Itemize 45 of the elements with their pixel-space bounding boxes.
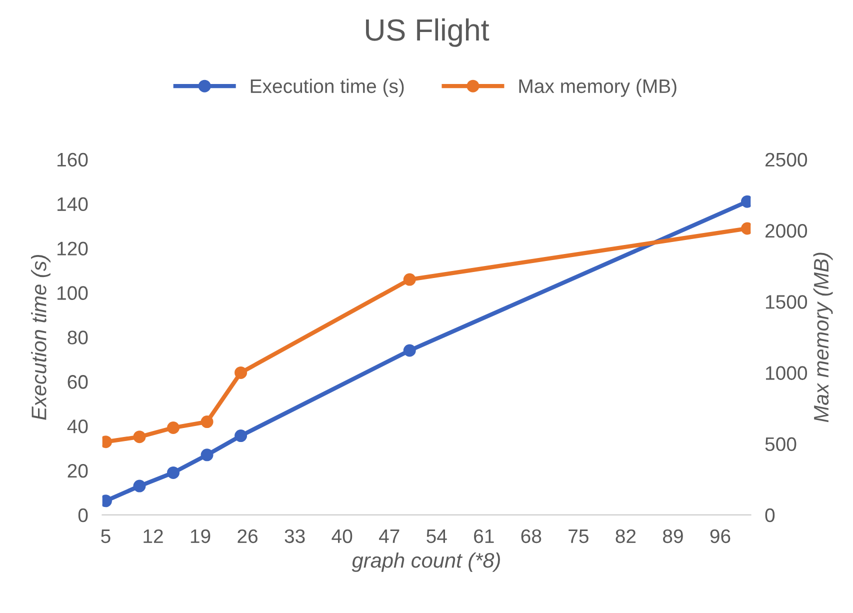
point [133, 480, 146, 492]
x-tick-label: 68 [521, 529, 542, 544]
legend-label: Max memory (MB) [519, 78, 676, 97]
x-tick-label: 96 [710, 529, 730, 544]
legend-label: Execution time (s) [250, 78, 404, 97]
y2-tick-label: 500 [765, 437, 796, 452]
point [234, 430, 248, 442]
point [167, 466, 180, 479]
y-tick-label: 0 [78, 508, 88, 522]
y-tick-label: 140 [58, 197, 88, 212]
y-axis-title: Execution time (s) [31, 255, 50, 420]
y2-axis-title: Max memory (MB) [813, 252, 833, 422]
x-tick-label: 61 [474, 529, 494, 544]
x-tick-label: 5 [101, 530, 110, 544]
x-axis-title: graph count (*8) [352, 552, 500, 572]
x-tick-label: 26 [238, 529, 258, 544]
y2-tick-label: 0 [765, 508, 775, 522]
y-tick-label: 40 [67, 420, 88, 434]
x-tick-label: 40 [332, 529, 352, 544]
point [167, 421, 180, 434]
point [403, 273, 416, 286]
y-tick-label: 160 [58, 152, 88, 167]
x-tick-label: 82 [616, 529, 636, 544]
y2-tick-label: 1000 [766, 366, 808, 380]
x-tick-label: 19 [190, 529, 210, 544]
point [133, 430, 146, 444]
x-tick-label: 89 [663, 529, 683, 544]
point [234, 366, 248, 379]
y-tick-label: 100 [58, 286, 88, 300]
x-tick-label: 47 [378, 530, 400, 543]
x-tick-label: 12 [144, 529, 163, 543]
point [200, 416, 214, 428]
y-tick-label: 120 [58, 242, 88, 256]
x-tick-label: 75 [568, 530, 588, 544]
point [403, 344, 416, 357]
point [200, 448, 214, 462]
y2-tick-label: 2000 [766, 224, 808, 238]
y2-tick-label: 1500 [766, 295, 808, 309]
y-tick-label: 60 [68, 375, 88, 389]
x-tick-label: 33 [284, 529, 305, 544]
y-tick-label: 80 [68, 330, 88, 344]
y2-tick-label: 2500 [766, 152, 808, 167]
x-tick-label: 54 [426, 530, 447, 544]
y-tick-label: 20 [68, 464, 88, 478]
chart-title: US Flight [366, 18, 490, 47]
